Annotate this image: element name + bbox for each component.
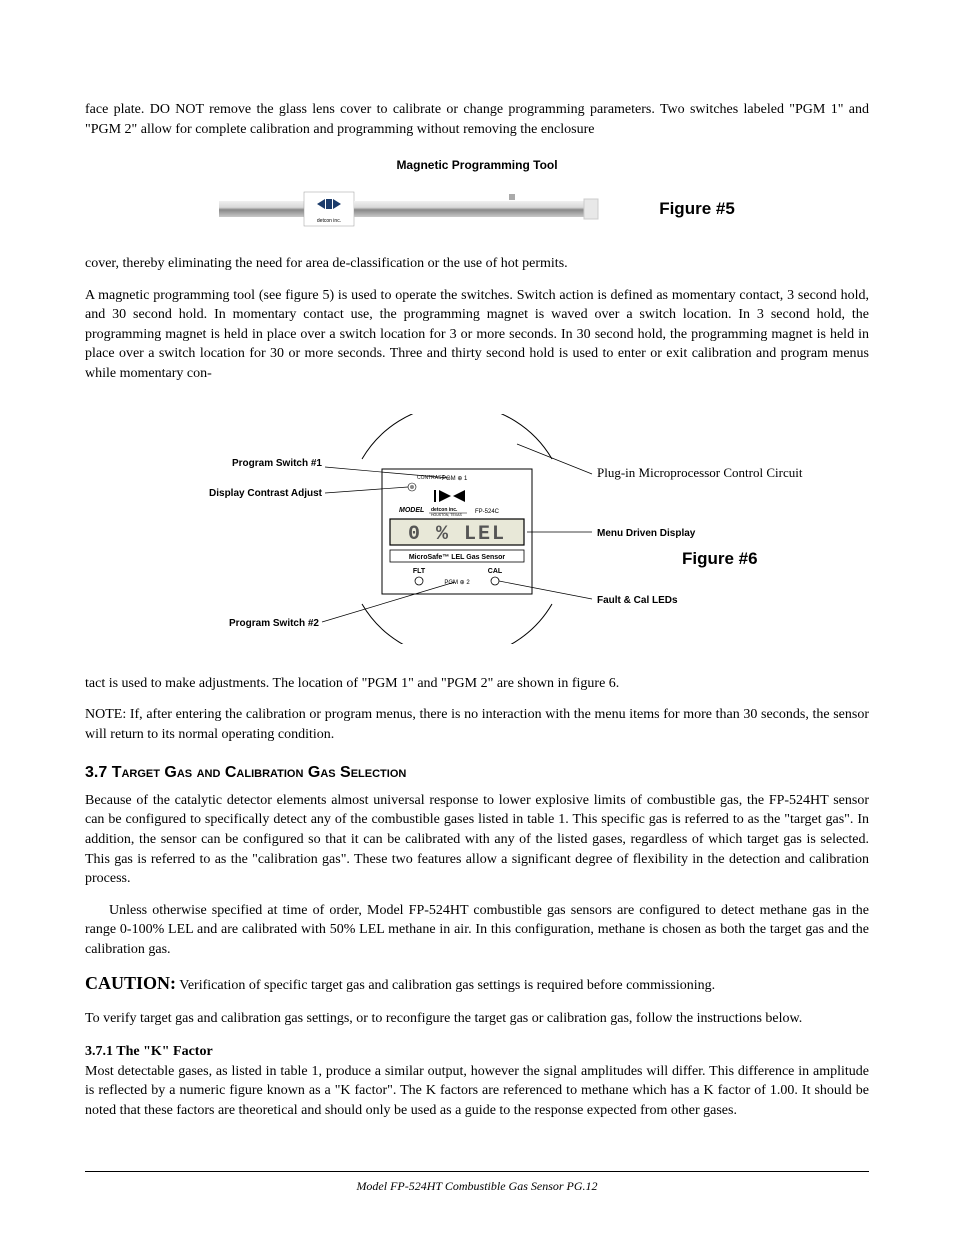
- caution-text: Verification of specific target gas and …: [176, 978, 715, 993]
- caution-line: CAUTION: Verification of specific target…: [85, 971, 869, 996]
- svg-text:FLT: FLT: [413, 568, 426, 575]
- svg-text:CONTRAST: CONTRAST: [417, 475, 445, 481]
- device-faceplate-diagram: CONTRAST PGM ⊕ 1 MODEL detcon inc. HOUST…: [137, 414, 817, 644]
- svg-text:Display Contrast Adjust: Display Contrast Adjust: [209, 488, 323, 499]
- svg-text:PGM ⊕ 2: PGM ⊕ 2: [444, 580, 470, 586]
- figure-5-label: Figure #5: [659, 197, 735, 221]
- paragraph-cover: cover, thereby eliminating the need for …: [85, 254, 869, 274]
- paragraph-magnetic-tool: A magnetic programming tool (see figure …: [85, 286, 869, 384]
- section-3-7-1-heading: 3.7.1 The "K" Factor: [85, 1042, 869, 1062]
- svg-text:Program Switch #2: Program Switch #2: [229, 618, 319, 629]
- caution-label: CAUTION:: [85, 973, 176, 993]
- figure-6: CONTRAST PGM ⊕ 1 MODEL detcon inc. HOUST…: [85, 414, 869, 644]
- paragraph-k-factor: Most detectable gases, as listed in tabl…: [85, 1062, 869, 1121]
- section-title: Target Gas and Calibration Gas Selection: [112, 764, 407, 781]
- svg-text:detcon inc.: detcon inc.: [317, 218, 341, 224]
- paragraph-note: NOTE: If, after entering the calibration…: [85, 705, 869, 744]
- svg-text:MODEL: MODEL: [399, 507, 424, 514]
- paragraph-catalytic: Because of the catalytic detector elemen…: [85, 791, 869, 889]
- paragraph-tact: tact is used to make adjustments. The lo…: [85, 674, 869, 694]
- figure-5-title: Magnetic Programming Tool: [85, 157, 869, 174]
- svg-text:MicroSafe™ LEL Gas Sensor: MicroSafe™ LEL Gas Sensor: [409, 554, 506, 561]
- svg-text:Figure #6: Figure #6: [682, 549, 758, 568]
- svg-text:0 % LEL: 0 % LEL: [408, 523, 506, 546]
- paragraph-verify: To verify target gas and calibration gas…: [85, 1009, 869, 1029]
- paragraph-unless: Unless otherwise specified at time of or…: [85, 901, 869, 960]
- svg-text:CAL: CAL: [488, 568, 503, 575]
- page-footer: Model FP-524HT Combustible Gas Sensor PG…: [85, 1171, 869, 1195]
- svg-text:HOUSTON, TEXAS: HOUSTON, TEXAS: [431, 513, 462, 517]
- magnetic-tool-diagram: detcon inc.: [219, 184, 599, 234]
- section-3-7-heading: 3.7 Target Gas and Calibration Gas Selec…: [85, 762, 869, 784]
- paragraph-faceplate: face plate. DO NOT remove the glass lens…: [85, 100, 869, 139]
- figure-5: Magnetic Programming Tool: [85, 157, 869, 234]
- svg-text:Plug-in Microprocessor Control: Plug-in Microprocessor Control Circuit: [597, 465, 803, 480]
- svg-text:Program Switch #1: Program Switch #1: [232, 458, 322, 469]
- section-number: 3.7: [85, 764, 107, 781]
- svg-text:Menu Driven Display: Menu Driven Display: [597, 528, 696, 539]
- svg-text:PGM ⊕ 1: PGM ⊕ 1: [442, 476, 468, 482]
- svg-text:Fault & Cal LEDs: Fault & Cal LEDs: [597, 595, 678, 606]
- svg-text:FP-524C: FP-524C: [475, 509, 500, 515]
